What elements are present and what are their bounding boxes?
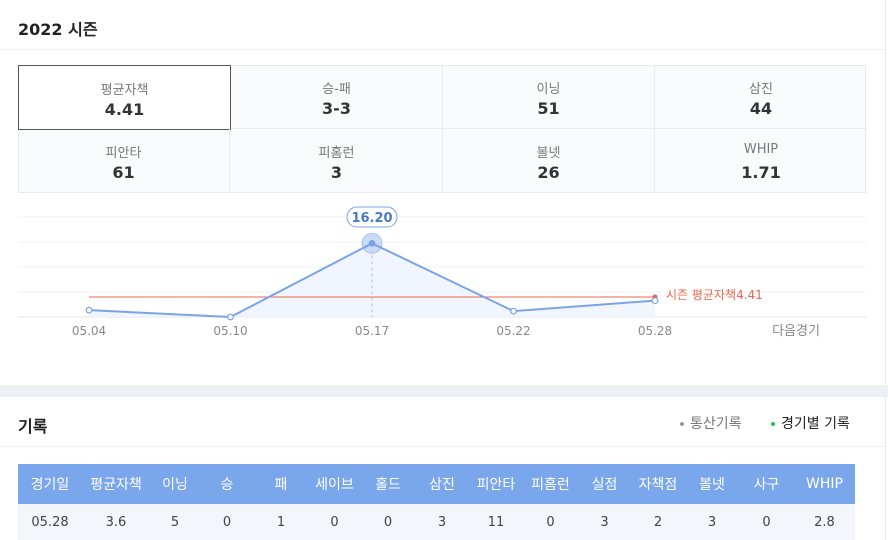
column-header: 세이브 [308, 464, 361, 504]
tab-label: 경기별 기록 [781, 416, 850, 432]
column-header: 패 [254, 464, 308, 504]
stat-label: 평균자책 [100, 83, 149, 98]
stat-label: 이닝 [536, 82, 561, 97]
column-header: 사구 [739, 464, 794, 504]
average-value: 4.41 [736, 288, 763, 302]
stat-value: 3-3 [322, 99, 351, 118]
tab-label: 통산기록 [690, 416, 742, 432]
stat-value: 4.41 [104, 100, 145, 119]
column-header: 승 [200, 464, 254, 504]
stat-label: 삼진 [749, 82, 773, 97]
point [651, 297, 659, 305]
table-cell: 05.28 [18, 504, 82, 540]
divider [0, 49, 885, 50]
stat-cell[interactable]: 피안타 61 [18, 129, 230, 193]
stat-label: 피홈런 [318, 146, 355, 161]
table-cell: 1 [254, 504, 308, 540]
value-badge [346, 206, 398, 228]
stat-value: 1.71 [741, 163, 781, 182]
tab-dot [680, 422, 684, 426]
column-header: 홀드 [361, 464, 415, 504]
stat-value: 3 [330, 163, 343, 182]
stat-cell[interactable]: 볼넷 26 [443, 129, 655, 193]
table-cell: 3 [415, 504, 469, 540]
table-row: 05.28 3.6 5 0 1 0 0 3 11 0 3 2 3 0 2.8 [18, 504, 855, 540]
point [85, 306, 93, 314]
column-header: 이닝 [150, 464, 200, 504]
stat-cell[interactable]: 승-패 3-3 [231, 65, 443, 129]
table-cell: 0 [739, 504, 794, 540]
x-tick-label: 05.17 [355, 324, 389, 338]
x-tick-label: 05.10 [213, 324, 247, 338]
section-title: 기록 [18, 417, 48, 436]
table-cell: 0 [523, 504, 578, 540]
point [368, 239, 376, 247]
stat-cell[interactable]: 이닝 51 [443, 65, 655, 129]
column-header: 삼진 [415, 464, 469, 504]
table-cell: 2 [631, 504, 685, 540]
average-label: 시즌 평균자책4.41 [666, 287, 763, 302]
section-title: 2022 시즌 [18, 20, 98, 39]
season-section: 2022 시즌 평균자책 4.41 승-패 3-3 이닝 51 삼진 44 피안타 61 피홈런 3 볼… [0, 0, 886, 385]
column-header: 피홈런 [523, 464, 578, 504]
x-tick-label: 05.22 [496, 324, 530, 338]
tab-dot [771, 422, 775, 426]
stat-label: 피안타 [105, 146, 142, 161]
stat-label: 승-패 [322, 82, 351, 97]
tab[interactable]: 경기별 기록 [771, 413, 850, 433]
divider [0, 446, 885, 447]
average-name: 시즌 평균자책 [666, 287, 736, 302]
table-cell: 2.8 [794, 504, 855, 540]
point [510, 307, 517, 315]
stat-cell[interactable]: 피홈런 3 [231, 129, 443, 193]
stat-value: 26 [537, 163, 560, 182]
column-header: 볼넷 [685, 464, 739, 504]
stat-value: 44 [749, 99, 773, 118]
stat-value: 51 [537, 99, 560, 118]
table-cell: 3.6 [82, 504, 150, 540]
column-header: 실점 [578, 464, 631, 504]
records-section: 기록 통산기록 경기별 기록 경기일 평균자책 이닝 승 패 세이브 홀드 삼진 피안타 피홈런 실점… [0, 397, 886, 540]
table-cell: 0 [200, 504, 254, 540]
stat-label: 볼넷 [536, 146, 561, 161]
stat-cell[interactable]: 평균자책 4.41 [18, 65, 231, 130]
records-table: 경기일 평균자책 이닝 승 패 세이브 홀드 삼진 피안타 피홈런 실점 자책점 볼넷 사구 WHIP 05.… [18, 464, 855, 540]
point [227, 313, 234, 321]
separator [0, 385, 888, 397]
column-header: 평균자책 [82, 464, 150, 504]
value-label: 16.20 [351, 211, 392, 226]
x-tick-label: 05.28 [638, 324, 672, 338]
chart: 05.04 05.10 05.17 05.22 05.28 다음경기 시즌 평균자책4.41… [18, 206, 866, 339]
column-header: 자책점 [631, 464, 685, 504]
next-label: 다음경기 [772, 324, 820, 339]
column-header: 피안타 [469, 464, 523, 504]
table-cell: 0 [308, 504, 361, 540]
x-tick-label: 05.04 [72, 324, 106, 338]
table-cell: 3 [685, 504, 739, 540]
stat-label: WHIP [743, 142, 779, 157]
stat-cell[interactable]: 삼진 44 [655, 65, 867, 129]
stat-value: 61 [112, 163, 135, 182]
column-header: WHIP [794, 464, 855, 504]
table-cell: 3 [578, 504, 631, 540]
table-cell: 0 [361, 504, 415, 540]
column-header: 경기일 [18, 464, 82, 504]
table-cell: 11 [469, 504, 523, 540]
table-cell: 5 [150, 504, 200, 540]
tab[interactable]: 통산기록 [680, 413, 742, 433]
stats-grid: 평균자책 4.41 승-패 3-3 이닝 51 삼진 44 피안타 61 피홈런 3 볼넷 26 WHIP 1… [18, 65, 867, 193]
stat-cell[interactable]: WHIP 1.71 [655, 129, 867, 193]
